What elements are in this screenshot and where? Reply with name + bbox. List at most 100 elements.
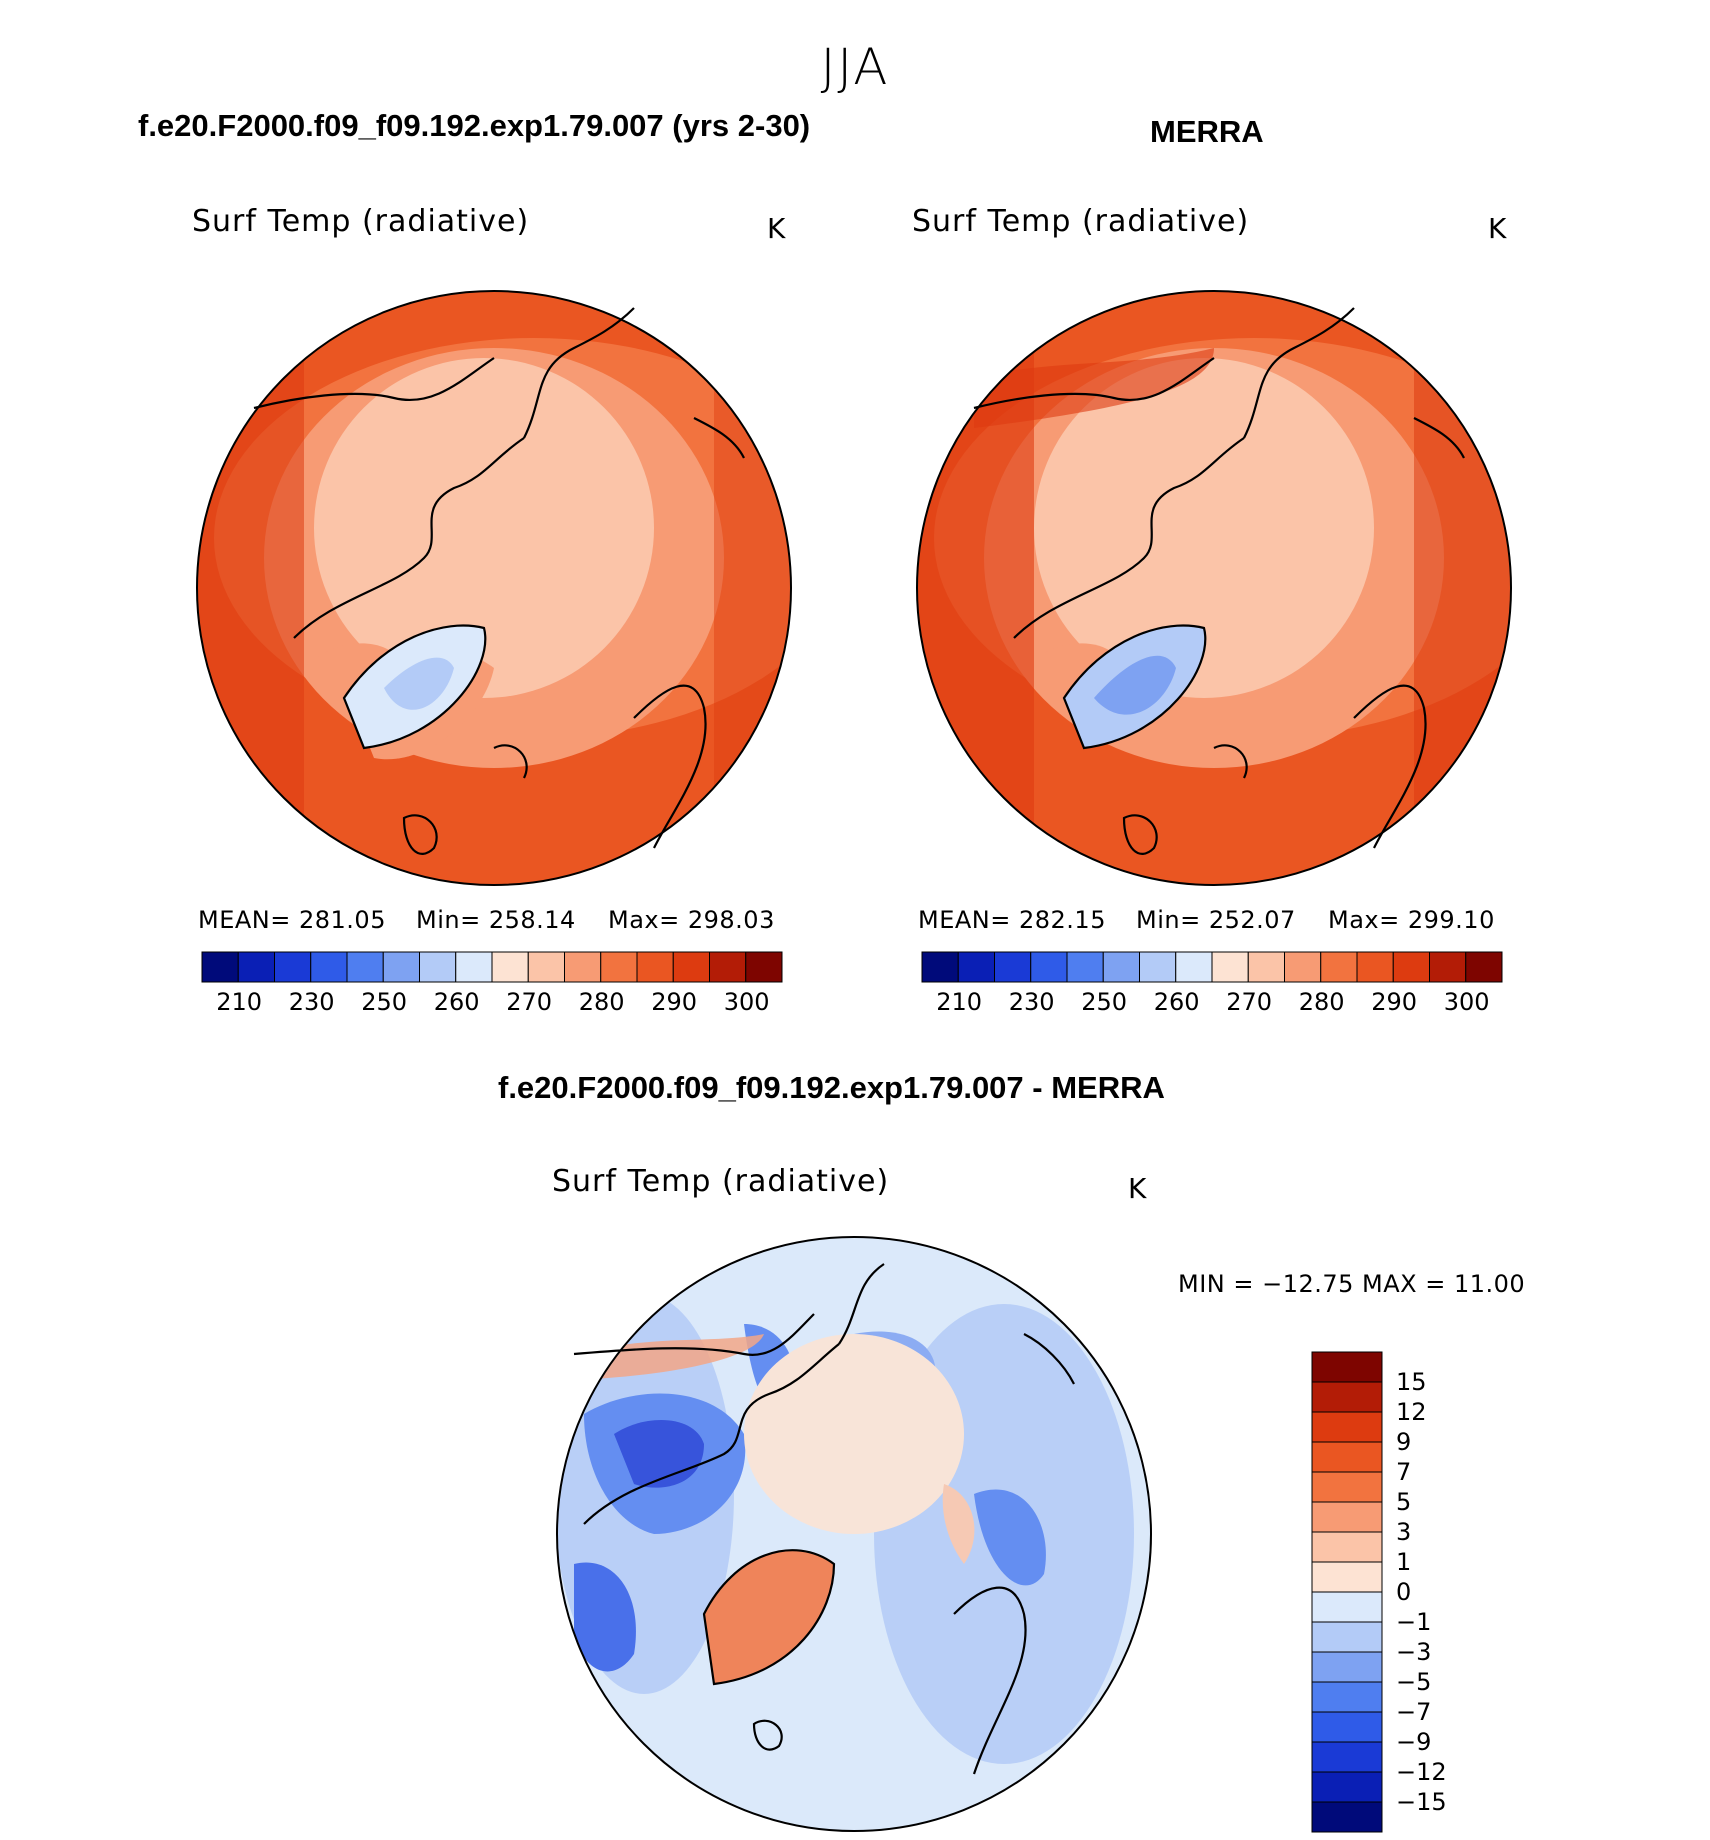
colorbar-swatch (1247, 951, 1285, 983)
colorbar-tick-label: 210 (216, 988, 263, 1016)
obs-colorbar (921, 951, 1503, 983)
colorbar-tick-label: 12 (1396, 1398, 1427, 1426)
colorbar-tick-label: −7 (1396, 1698, 1432, 1726)
colorbar-swatch (1311, 1771, 1383, 1803)
colorbar-tick-label: −9 (1396, 1728, 1432, 1756)
obs-units-label: K (1488, 212, 1507, 245)
colorbar-swatch (419, 951, 457, 983)
model-max-stat: Max= 298.03 (608, 906, 775, 934)
colorbar-swatch (1284, 951, 1322, 983)
model-mean-stat: MEAN= 281.05 (198, 906, 386, 934)
colorbar-swatch (745, 951, 783, 983)
colorbar-tick-label: 270 (506, 988, 553, 1016)
colorbar-tick-label: 280 (1298, 988, 1345, 1016)
colorbar-tick-label: 270 (1226, 988, 1273, 1016)
colorbar-tick-label: 3 (1396, 1518, 1412, 1546)
colorbar-swatch (1102, 951, 1140, 983)
colorbar-swatch (455, 951, 493, 983)
colorbar-tick-label: 290 (651, 988, 698, 1016)
colorbar-tick-label: 250 (1081, 988, 1128, 1016)
colorbar-tick-label: 300 (1443, 988, 1490, 1016)
model-case-title: f.e20.F2000.f09_f09.192.exp1.79.007 (yrs… (138, 108, 811, 143)
colorbar-swatch (1311, 1351, 1383, 1383)
colorbar-swatch (1311, 1531, 1383, 1563)
diff-case-title: f.e20.F2000.f09_f09.192.exp1.79.007 - ME… (498, 1070, 1165, 1105)
colorbar-swatch (1139, 951, 1177, 983)
colorbar-swatch (1320, 951, 1358, 983)
obs-mean-stat: MEAN= 282.15 (918, 906, 1106, 934)
colorbar-tick-label: 250 (361, 988, 408, 1016)
colorbar-tick-label: 5 (1396, 1488, 1412, 1516)
colorbar-tick-label: −1 (1396, 1608, 1432, 1636)
colorbar-swatch (491, 951, 529, 983)
diff-polar-map (556, 1236, 1152, 1832)
colorbar-tick-label: −15 (1396, 1788, 1447, 1816)
colorbar-swatch (994, 951, 1032, 983)
model-variable-label: Surf Temp (radiative) (192, 204, 530, 239)
diff-colorbar (1311, 1351, 1383, 1833)
colorbar-tick-label: 290 (1371, 988, 1418, 1016)
colorbar-swatch (1311, 1381, 1383, 1413)
colorbar-tick-label: −5 (1396, 1668, 1432, 1696)
diff-minmax-stat: MIN = −12.75 MAX = 11.00 (1178, 1270, 1526, 1298)
colorbar-swatch (382, 951, 420, 983)
model-min-stat: Min= 258.14 (416, 906, 576, 934)
colorbar-swatch (1311, 1741, 1383, 1773)
colorbar-tick-label: 230 (1008, 988, 1055, 1016)
colorbar-swatch (1465, 951, 1503, 983)
obs-case-title: MERRA (1150, 114, 1264, 149)
model-colorbar (201, 951, 783, 983)
colorbar-swatch (1311, 1801, 1383, 1833)
colorbar-swatch (600, 951, 638, 983)
colorbar-tick-label: 1 (1396, 1548, 1412, 1576)
colorbar-swatch (1030, 951, 1068, 983)
colorbar-swatch (201, 951, 239, 983)
obs-polar-map (916, 290, 1512, 886)
model-units-label: K (767, 212, 786, 245)
colorbar-tick-label: 7 (1396, 1458, 1412, 1486)
obs-min-stat: Min= 252.07 (1136, 906, 1296, 934)
colorbar-swatch (346, 951, 384, 983)
colorbar-swatch (1211, 951, 1249, 983)
colorbar-swatch (564, 951, 602, 983)
colorbar-swatch (921, 951, 959, 983)
colorbar-swatch (310, 951, 348, 983)
colorbar-swatch (636, 951, 674, 983)
colorbar-swatch (1311, 1621, 1383, 1653)
colorbar-swatch (1311, 1651, 1383, 1683)
colorbar-tick-label: 280 (578, 988, 625, 1016)
obs-variable-label: Surf Temp (radiative) (912, 204, 1250, 239)
colorbar-tick-label: 210 (936, 988, 983, 1016)
colorbar-swatch (1429, 951, 1467, 983)
colorbar-swatch (237, 951, 275, 983)
colorbar-tick-label: 300 (723, 988, 770, 1016)
colorbar-swatch (1311, 1711, 1383, 1743)
colorbar-swatch (1311, 1561, 1383, 1593)
colorbar-swatch (1066, 951, 1104, 983)
diff-colorbar-ticks: 15 12 9 7 5 3 1 0 −1 −3 −5 −7 −9 −12 −15 (1396, 1352, 1476, 1832)
colorbar-swatch (1311, 1681, 1383, 1713)
colorbar-tick-label: 9 (1396, 1428, 1412, 1456)
colorbar-tick-label: 230 (288, 988, 335, 1016)
colorbar-swatch (1356, 951, 1394, 983)
colorbar-swatch (1175, 951, 1213, 983)
colorbar-tick-label: 0 (1396, 1578, 1412, 1606)
colorbar-swatch (1311, 1591, 1383, 1623)
colorbar-swatch (1392, 951, 1430, 983)
colorbar-swatch (957, 951, 995, 983)
colorbar-swatch (1311, 1471, 1383, 1503)
diff-variable-label: Surf Temp (radiative) (552, 1164, 890, 1199)
colorbar-swatch (709, 951, 747, 983)
colorbar-swatch (527, 951, 565, 983)
colorbar-swatch (672, 951, 710, 983)
colorbar-swatch (1311, 1411, 1383, 1443)
figure-title: JJA (820, 38, 890, 96)
model-polar-map (196, 290, 792, 886)
colorbar-tick-label: 260 (1153, 988, 1200, 1016)
colorbar-swatch (274, 951, 312, 983)
diff-units-label: K (1128, 1172, 1147, 1205)
colorbar-tick-label: −3 (1396, 1638, 1432, 1666)
colorbar-swatch (1311, 1441, 1383, 1473)
colorbar-tick-label: −12 (1396, 1758, 1447, 1786)
obs-max-stat: Max= 299.10 (1328, 906, 1495, 934)
